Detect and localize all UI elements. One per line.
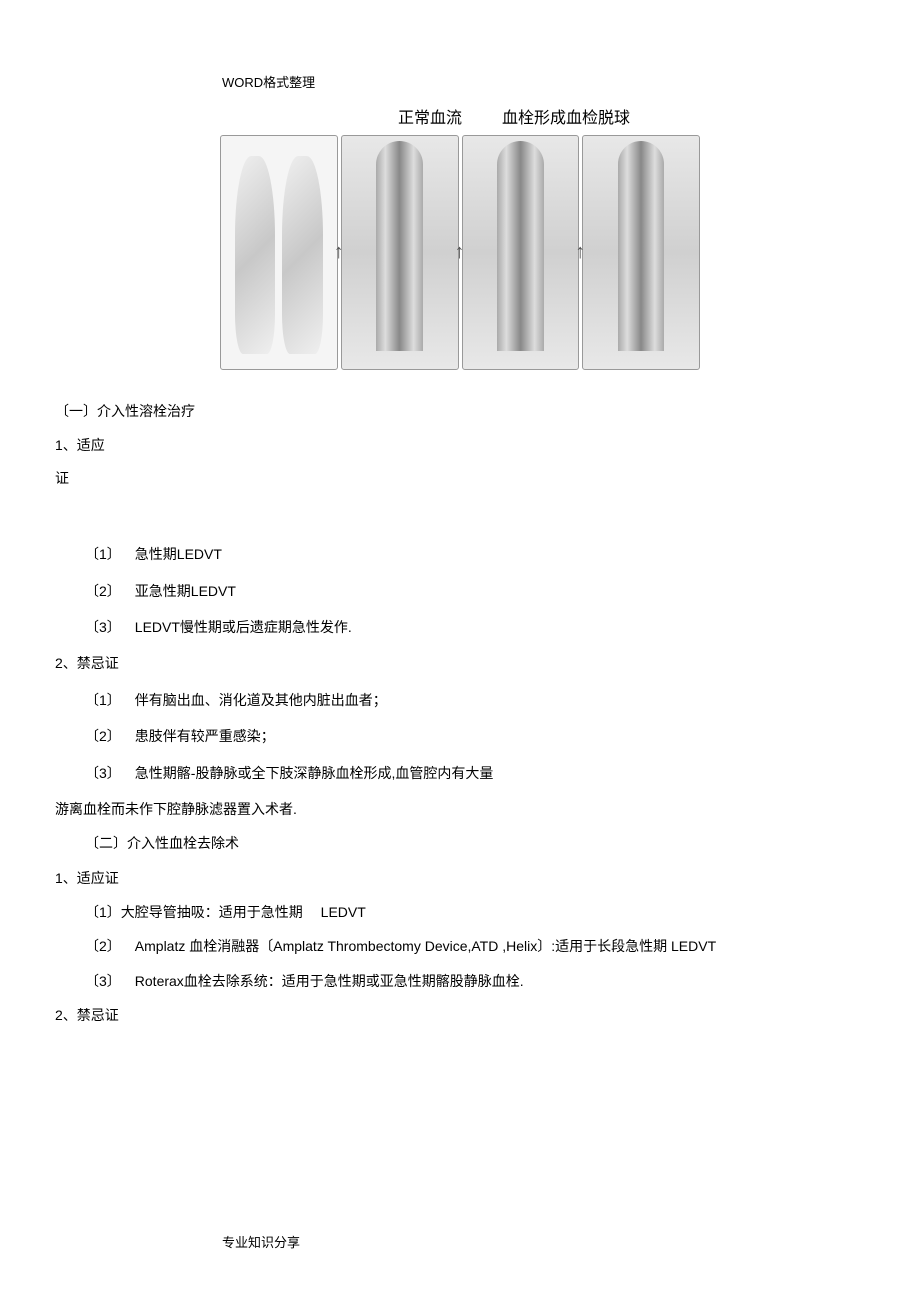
figure-label-1: 正常血流 <box>398 104 462 128</box>
arrow-icon: ↑ <box>575 241 585 264</box>
section1-sub2-label: 2、禁忌证 <box>55 652 865 674</box>
figure-panel-thrombus: ↑ <box>462 135 580 370</box>
arrow-icon: ↑ <box>455 241 465 264</box>
section2-sub1-label: 1、适应证 <box>55 867 865 889</box>
section2-title: 〔二〕介入性血栓去除术 <box>85 832 865 854</box>
section1-sub1-label: 1、适应 <box>55 434 865 456</box>
section1-item2-3: 〔3〕 急性期髂-股静脉或全下肢深静脉血栓形成,血管腔内有大量 <box>85 762 865 784</box>
section1-item1-2: 〔2〕 亚急性期LEDVT <box>85 580 865 602</box>
section1-item2-cont: 游离血栓而未作下腔静脉滤器置入术者. <box>55 798 865 820</box>
header-text: WORD格式整理 <box>222 72 315 91</box>
vessel-normal <box>376 141 422 351</box>
figure-label-2: 血栓形成血检脱球 <box>502 104 630 128</box>
content-body: 〔一〕介入性溶栓治疗 1、适应 证 〔1〕 急性期LEDVT 〔2〕 亚急性期L… <box>55 392 865 1037</box>
section1-item1-1: 〔1〕 急性期LEDVT <box>85 543 865 565</box>
vessel-thrombus <box>497 141 543 351</box>
section2-sub2-label: 2、禁忌证 <box>55 1004 865 1026</box>
figure-container: ↑ ↑ ↑ <box>220 135 700 370</box>
section1-item2-2: 〔2〕 患肢伴有较严重感染； <box>85 725 865 747</box>
section1-item2-1: 〔1〕 伴有脑出血、消化道及其他内脏出血者； <box>85 689 865 711</box>
figure-panel-detach: ↑ <box>582 135 700 370</box>
section1-item1-3: 〔3〕 LEDVT慢性期或后遗症期急性发作. <box>85 616 865 638</box>
leg-right <box>282 156 323 354</box>
figure-panel-legs <box>220 135 338 370</box>
section1-sub1-label-cont: 证 <box>55 467 865 489</box>
footer-text: 专业知识分享 <box>222 1232 300 1251</box>
leg-left <box>235 156 276 354</box>
section1-title: 〔一〕介入性溶栓治疗 <box>55 400 865 422</box>
spacer <box>55 499 865 529</box>
figure-panel-normal: ↑ <box>341 135 459 370</box>
arrow-icon: ↑ <box>334 241 344 264</box>
figure-labels: 正常血流 血栓形成血检脱球 <box>398 104 630 128</box>
section2-item1-2: 〔2〕 Amplatz 血栓消融器〔Amplatz Thrombectomy D… <box>85 935 865 957</box>
vessel-detach <box>618 141 664 351</box>
section2-item1-3: 〔3〕 Roterax血栓去除系统：适用于急性期或亚急性期髂股静脉血栓. <box>85 970 865 992</box>
section2-item1-1: 〔1〕大腔导管抽吸：适用于急性期 LEDVT <box>85 901 865 923</box>
